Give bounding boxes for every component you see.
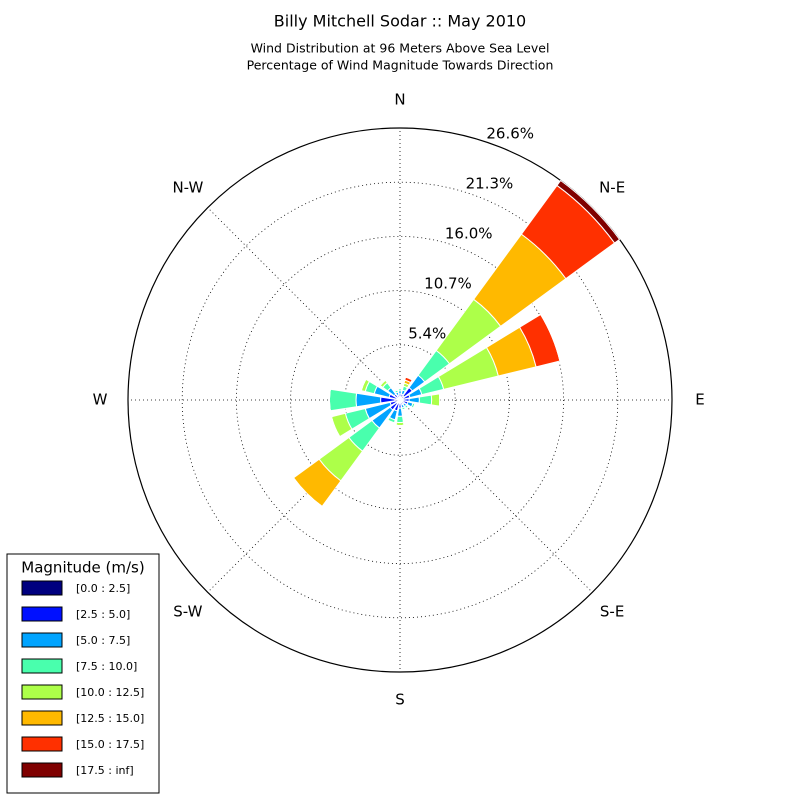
legend-label: [2.5 : 5.0] [76, 608, 130, 621]
grid-circle [290, 290, 510, 510]
y-tick-label: 5.4% [408, 325, 446, 343]
bar-segment [293, 477, 323, 507]
bar-segment [395, 415, 405, 423]
legend-swatch [21, 710, 63, 726]
x-tick-label: E [695, 391, 704, 409]
bar-segment [402, 409, 407, 412]
y-tick-label: 21.3% [466, 174, 514, 192]
legend-title: Magnitude (m/s) [21, 559, 144, 577]
legend-swatch [21, 762, 63, 778]
legend-label: [12.5 : 15.0] [76, 712, 144, 725]
grid-circle [235, 235, 565, 565]
bar-segment [430, 393, 441, 407]
axis-circle [127, 127, 673, 673]
x-tick-label: N [394, 91, 405, 109]
grid-circle [181, 181, 619, 619]
legend-swatch [21, 736, 63, 752]
legend-swatch [21, 658, 63, 674]
legend-label: [15.0 : 17.5] [76, 738, 144, 751]
grid-spoke [399, 399, 593, 593]
y-tick-label: 16.0% [445, 225, 493, 243]
legend-label: [7.5 : 10.0] [76, 660, 137, 673]
bar-segment [405, 376, 413, 381]
bar-segment [418, 394, 433, 406]
chart-title: Billy Mitchell Sodar :: May 2010 [274, 12, 526, 31]
bar-segment [393, 388, 398, 391]
grid-circle [344, 344, 456, 456]
legend-swatch [21, 580, 63, 596]
bars [292, 179, 621, 508]
y-tick-label: 10.7% [424, 275, 472, 293]
bar-segment [360, 379, 367, 391]
axis-labels: 5.4% 10.7% 16.0% 21.3% 26.6% N N-E E S-E S S-W W N-W [93, 91, 705, 709]
legend-label: [17.5 : inf] [76, 764, 134, 777]
legend-swatch [21, 632, 63, 648]
legend-swatch [21, 684, 63, 700]
legend: Magnitude (m/s) [0.0 : 2.5] [2.5 : 5.0] [5… [6, 553, 160, 794]
legend-label: [10.0 : 12.5] [76, 686, 144, 699]
chart-subtitle: Wind Distribution at 96 Meters Above Sea… [251, 41, 550, 56]
bar-segment [396, 407, 404, 417]
legend-swatch [21, 606, 63, 622]
bar-segment [328, 388, 358, 412]
legend-label: [0.0 : 2.5] [76, 582, 130, 595]
y-tick-label: 26.6% [486, 124, 534, 142]
bar-segment [556, 179, 621, 244]
grid-spoke [207, 207, 401, 401]
x-tick-label: S-W [173, 603, 202, 621]
bar-segment [328, 389, 331, 411]
legend-label: [5.0 : 7.5] [76, 634, 130, 647]
grid-spoke [207, 399, 401, 593]
x-tick-label: W [93, 391, 108, 409]
x-tick-label: N-W [172, 178, 203, 196]
x-tick-label: N-E [599, 178, 625, 196]
chart-subtitle: Percentage of Wind Magnitude Towards Dir… [247, 58, 554, 73]
x-tick-label: S-E [600, 603, 624, 621]
x-tick-label: S [395, 691, 405, 709]
